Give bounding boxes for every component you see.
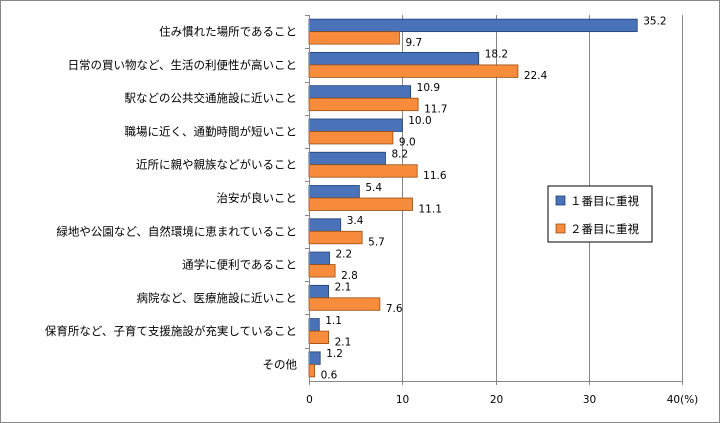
category-label: 近所に親や親族などがいること [136, 158, 297, 172]
category-label: その他 [263, 357, 298, 371]
bar-series-2 [308, 97, 419, 112]
data-label-series-1: 1.1 [325, 315, 342, 327]
bar-series-2 [308, 197, 413, 211]
labels: 住み慣れた場所であること 35.2 9.7 日常の買い物など、生活の利便性が高いこと 1… [45, 15, 667, 381]
category-label: 駅などの公共交通施設に近いこと [125, 91, 298, 105]
category-label: 病院など、医療施設に近いこと [137, 291, 297, 305]
category-label: 日常の買い物など、生活の利便性が高いこと [68, 58, 297, 72]
bar-series-2 [308, 297, 381, 311]
legend-swatch-series-1 [555, 195, 566, 206]
bar-series-1 [308, 284, 329, 299]
data-label-series-1: 18.2 [485, 49, 508, 61]
data-label-series-2: 9.7 [405, 37, 422, 49]
data-label-series-1: 35.2 [643, 15, 666, 27]
bar-series-1 [308, 218, 342, 232]
data-label-series-2: 2.1 [335, 336, 352, 348]
data-label-series-2: 0.6 [321, 370, 338, 382]
legend-label-series-1: １番目に重視 [570, 194, 639, 208]
bar-series-1 [308, 318, 320, 332]
data-label-series-2: 2.8 [341, 270, 358, 282]
data-label-series-2: 5.7 [368, 237, 385, 249]
legend-swatch-series-2 [555, 223, 566, 234]
bar-series-1 [308, 52, 480, 66]
data-label-series-1: 2.1 [335, 282, 352, 294]
category-label: 職場に近く、通勤時間が短いこと [125, 124, 298, 138]
bars [308, 18, 638, 378]
data-label-series-2: 22.4 [524, 70, 548, 82]
data-label-series-2: 11.1 [419, 203, 442, 215]
data-label-series-1: 1.2 [326, 348, 343, 360]
x-tick-label: 0 [306, 394, 313, 406]
data-label-series-1: 10.0 [408, 115, 431, 127]
data-label-series-1: 3.4 [347, 215, 364, 227]
data-label-series-1: 10.9 [417, 82, 440, 94]
legend: １番目に重視 ２番目に重視 [547, 185, 653, 243]
bar-series-2 [308, 31, 400, 45]
bar-series-2 [308, 64, 519, 78]
x-tick-label: 20 [490, 394, 503, 406]
bar-series-2 [308, 164, 418, 178]
category-label: 保育所など、子育て支援施設が充実していること [45, 324, 297, 338]
category-label: 住み慣れた場所であること [159, 25, 297, 39]
x-tick-label: 10 [396, 394, 409, 406]
data-label-series-1: 8.2 [391, 148, 408, 160]
axes: 0 10 20 30 40(%) [305, 15, 698, 406]
category-label: 通学に便利であること [182, 258, 297, 272]
bar-series-1 [308, 118, 403, 132]
bar-series-1 [308, 151, 386, 166]
x-tick-label: 40(%) [667, 394, 699, 406]
bar-series-1 [308, 251, 330, 265]
bar-series-1 [308, 185, 360, 199]
bar-series-2 [308, 230, 363, 245]
bar-series-1 [308, 351, 321, 365]
data-label-series-2: 9.0 [399, 137, 416, 149]
data-label-series-2: 7.6 [386, 303, 403, 315]
bar-series-1 [308, 85, 412, 99]
legend-label-series-2: ２番目に重視 [570, 222, 639, 236]
bar-series-1 [308, 18, 638, 33]
x-tick-label: 30 [583, 394, 596, 406]
data-label-series-2: 11.7 [424, 103, 447, 115]
data-label-series-2: 11.6 [423, 170, 447, 182]
category-label: 緑地や公園など、自然環境に恵まれていること [56, 224, 297, 238]
bar-series-2 [308, 131, 394, 145]
bar-series-2 [308, 264, 336, 278]
category-label: 治安が良いこと [217, 191, 298, 205]
bar-series-2 [308, 330, 329, 344]
data-label-series-1: 2.2 [336, 248, 353, 260]
data-label-series-1: 5.4 [365, 182, 382, 194]
